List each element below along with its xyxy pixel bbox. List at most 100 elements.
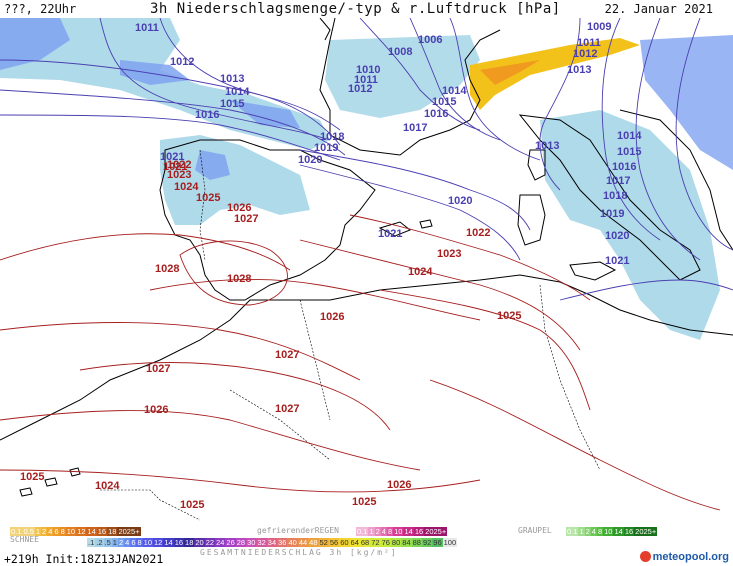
legend-cell: 76 — [380, 538, 391, 547]
legend-cell: 0.1 — [10, 527, 23, 536]
coast-sicily — [569, 261, 617, 281]
isobar-label: 1014 — [442, 85, 467, 97]
legend-cell: 60 — [339, 538, 350, 547]
precip-alps-snow-core — [480, 60, 540, 85]
isobar-label: 1026 — [387, 479, 411, 491]
isobar-label: 1017 — [606, 175, 630, 187]
isobar-label: 1015 — [432, 96, 456, 108]
isobar-line — [429, 379, 721, 511]
isobar-label: 1023 — [437, 248, 461, 260]
legend-cell: 64 — [349, 538, 360, 547]
legend-cell: 100 — [442, 538, 458, 547]
isobar-label: 1019 — [600, 208, 624, 220]
snow-label: SCHNEE — [10, 535, 39, 544]
isobar-labels: 1011 1012 1013 1014 1015 1016 1006 1008 … — [20, 21, 642, 511]
legend-cell: 8 — [386, 527, 394, 536]
legend-cell: 48 — [308, 538, 319, 547]
coastlines — [0, 18, 733, 497]
precip-iberia-nw — [160, 135, 310, 225]
legend-cell: 56 — [328, 538, 340, 547]
legend-cell: 0.5 — [22, 527, 35, 536]
total-precip-label: GESAMTNIEDERSCHLAG 3h [kg/m²] — [200, 548, 398, 557]
border-algeria-tunisia — [539, 284, 601, 471]
precip-atlantic — [0, 18, 330, 150]
legend-cell: 8 — [59, 527, 66, 536]
logo-icon — [639, 551, 651, 562]
legend-cell: 80 — [390, 538, 402, 547]
legend-cell: 14 — [403, 527, 414, 536]
isobar-label: 1013 — [220, 73, 244, 85]
isobar-label: 1008 — [388, 46, 412, 58]
isobar-label: 1016 — [195, 109, 219, 121]
legend-cell: 4 — [47, 527, 54, 536]
isobar-label: 1024 — [95, 480, 120, 492]
coast-balearics — [378, 219, 433, 237]
legend-cell: 14 — [163, 538, 174, 547]
legend-cell: 30 — [246, 538, 257, 547]
map-header: ???, 22Uhr 3h Niederschlagsmenge/-typ & … — [0, 0, 733, 18]
map-legend: 0.1 0.5 1 2 4 6 8 10 12 14 16 18 2025+ S… — [0, 524, 733, 566]
freezing-rain-label: gefrierenderREGEN — [257, 526, 339, 535]
legend-cell: 2 — [117, 538, 125, 547]
legend-cell: 92 — [421, 538, 433, 547]
legend-cell: 20 — [194, 538, 205, 547]
isobar-line — [179, 240, 288, 306]
legend-cell: 84 — [401, 538, 412, 547]
freezing-rain-scale: 0.1 1 2 4 8 10 14 16 2025+ — [356, 527, 448, 536]
legend-cell: 4 — [590, 527, 597, 536]
legend-cell: 14 — [613, 527, 624, 536]
total-precip-scale: .1 .2 .5 1 2 4 6 8 10 12 14 16 18 20 22 … — [87, 538, 458, 547]
isobar-label: 1025 — [196, 192, 220, 204]
legend-cell: 32 — [256, 538, 267, 547]
legend-cell: 44 — [297, 538, 309, 547]
border-spain-portugal — [199, 149, 206, 261]
legend-cell: 2 — [584, 527, 591, 536]
legend-cell: 72 — [370, 538, 381, 547]
isobar-line — [379, 289, 591, 411]
legend-cell: 2025+ — [117, 527, 141, 536]
isobar-label: 1011 — [354, 74, 378, 86]
legend-cell: 2025+ — [424, 527, 448, 536]
legend-cell: 14 — [86, 527, 97, 536]
isobar-label: 1022 — [167, 159, 191, 171]
legend-cell: 1 — [368, 527, 375, 536]
isobar-label: 1023 — [167, 169, 191, 181]
precip-alps-snow — [470, 38, 640, 110]
legend-cell: 18 — [184, 538, 195, 547]
forecast-date: 22. Januar 2021 — [604, 2, 713, 16]
coast-uk — [319, 18, 331, 41]
isobar-line — [0, 322, 361, 381]
legend-cell: 18 — [107, 527, 118, 536]
legend-cell: 10 — [65, 527, 77, 536]
isobar-label: 1028 — [155, 263, 179, 275]
isobar-label: 1027 — [146, 363, 170, 375]
legend-cell: 2 — [374, 527, 381, 536]
isobar-label: 1021 — [605, 255, 629, 267]
legend-cell: 26 — [225, 538, 236, 547]
legend-cell: 10 — [393, 527, 404, 536]
isobar-line — [299, 149, 531, 231]
map-title: 3h Niederschlagsmenge/-typ & r.Luftdruck… — [150, 1, 561, 17]
isobar-label: 1018 — [603, 190, 627, 202]
isobar-line — [79, 362, 391, 431]
isobar-label: 1019 — [314, 142, 338, 154]
isobar-label: 1013 — [535, 140, 559, 152]
isobar-line — [539, 18, 581, 191]
graupel-label: GRAUPEL — [518, 526, 552, 535]
isobars-high — [0, 214, 721, 511]
legend-cell: 16 — [96, 527, 108, 536]
legend-cell: 24 — [215, 538, 226, 547]
isobar-label: 1020 — [298, 154, 322, 166]
isobar-line — [675, 18, 733, 251]
isobar-line — [559, 279, 733, 301]
isobar-line — [99, 18, 331, 141]
isobar-label: 1025 — [180, 499, 204, 511]
isobar-label: 1027 — [275, 403, 299, 415]
legend-cell: 16 — [173, 538, 185, 547]
legend-cell: 2 — [41, 527, 48, 536]
border-morocco-algeria — [299, 299, 331, 421]
legend-cell: 96 — [432, 538, 443, 547]
isobar-label: 1013 — [567, 64, 591, 76]
legend-cell: 28 — [235, 538, 247, 547]
legend-cell: 16 — [623, 527, 635, 536]
